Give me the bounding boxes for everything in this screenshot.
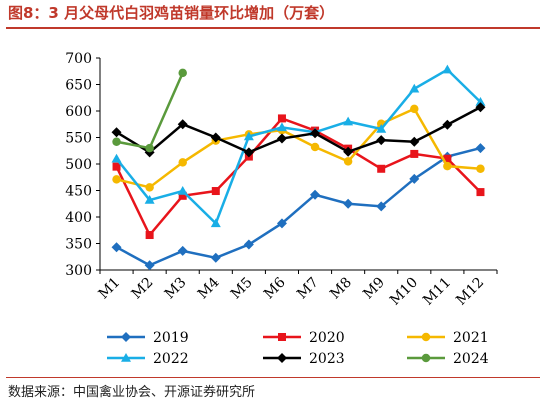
data-point-2019	[475, 143, 486, 154]
x-tick-label: M1	[96, 275, 124, 303]
data-point-2024	[145, 143, 154, 153]
data-point-2023	[376, 135, 387, 146]
legend-label-2023: 2023	[309, 351, 345, 367]
data-point-2019	[343, 198, 354, 209]
data-point-2019	[177, 245, 188, 256]
data-point-2021	[145, 183, 154, 192]
data-point-2020	[211, 187, 220, 196]
data-point-2020	[145, 231, 154, 240]
data-point-2019	[376, 201, 387, 212]
data-point-2021	[343, 157, 353, 166]
legend-label-2019: 2019	[153, 330, 189, 346]
data-point-2023	[310, 128, 321, 139]
legend-label-2021: 2021	[453, 330, 489, 346]
data-point-2019	[276, 218, 287, 229]
series-line-2021	[116, 107, 481, 189]
data-point-2022	[243, 131, 254, 141]
data-point-2024	[112, 137, 121, 146]
y-tick-label: 500	[65, 157, 92, 173]
legend-marker-2024	[421, 353, 431, 363]
data-point-2023	[343, 146, 354, 157]
y-tick-label: 450	[65, 184, 92, 200]
x-tick-label: M11	[420, 275, 454, 309]
data-point-2023	[442, 119, 453, 130]
data-point-2023	[210, 132, 221, 143]
x-tick-label: M5	[228, 275, 256, 303]
x-tick-label: M6	[261, 274, 289, 302]
data-point-2024	[178, 68, 187, 78]
series-line-2019	[115, 146, 481, 267]
legend-marker-2020	[278, 333, 286, 341]
y-tick-label: 700	[65, 51, 92, 67]
title-divider	[6, 27, 540, 29]
y-tick-label: 300	[65, 263, 92, 279]
data-point-2022	[442, 64, 453, 74]
data-point-2019	[409, 173, 420, 184]
y-tick-label: 350	[65, 237, 92, 253]
series-line-2020	[115, 116, 482, 238]
x-tick-label: M3	[162, 275, 190, 303]
series-line-2023	[115, 106, 482, 154]
data-point-2019	[310, 189, 321, 200]
data-point-2021	[178, 158, 187, 167]
data-point-2020	[112, 162, 121, 171]
data-point-2021	[476, 164, 485, 174]
x-tick-label: M7	[294, 275, 322, 303]
data-point-2022	[343, 116, 354, 126]
legend-marker-2019	[121, 332, 131, 342]
x-tick-label: M2	[129, 275, 157, 303]
data-source: 数据来源：中国禽业协会、开源证券研究所	[8, 385, 256, 400]
data-point-2019	[210, 252, 221, 263]
series-line-2022	[115, 68, 482, 226]
data-point-2022	[177, 186, 188, 195]
data-point-2022	[376, 124, 387, 133]
data-point-2023	[111, 127, 122, 138]
y-tick-label: 400	[65, 210, 92, 226]
y-tick-label: 650	[65, 78, 92, 94]
data-point-2019	[243, 239, 254, 250]
data-point-2020	[443, 154, 452, 163]
data-point-2022	[210, 218, 221, 228]
data-point-2021	[443, 161, 452, 171]
page-title: 图8：3 月父母代白羽鸡苗销量环比增加（万套）	[8, 4, 335, 22]
legend-marker-2023	[277, 353, 287, 363]
data-point-2022	[111, 153, 122, 163]
legend-marker-2021	[421, 332, 431, 342]
data-point-2023	[475, 102, 486, 113]
x-tick-label: M8	[327, 275, 355, 303]
x-tick-label: M12	[453, 275, 487, 309]
x-tick-label: M9	[360, 275, 388, 303]
data-point-2023	[177, 119, 188, 130]
data-point-2021	[410, 104, 419, 114]
data-point-2020	[178, 191, 187, 200]
x-tick-label: M4	[195, 274, 223, 302]
data-point-2023	[409, 136, 420, 147]
legend-marker-2022	[121, 353, 131, 362]
data-point-2020	[377, 164, 386, 173]
source-divider	[6, 377, 540, 378]
data-point-2021	[112, 175, 121, 184]
data-point-2021	[310, 142, 320, 152]
data-point-2022	[276, 122, 287, 132]
data-point-2019	[144, 260, 155, 271]
data-point-2022	[409, 83, 420, 93]
y-tick-label: 550	[65, 131, 92, 147]
y-tick-label: 600	[65, 104, 92, 120]
legend-label-2022: 2022	[153, 351, 189, 367]
data-point-2022	[144, 195, 155, 204]
data-point-2022	[475, 96, 486, 106]
data-point-2020	[277, 114, 286, 123]
x-tick-label: M10	[387, 275, 421, 309]
legend-label-2024: 2024	[453, 351, 489, 367]
data-point-2020	[476, 188, 485, 197]
data-point-2023	[243, 147, 254, 158]
legend-label-2020: 2020	[309, 330, 345, 346]
data-point-2023	[276, 133, 287, 144]
data-point-2020	[410, 149, 419, 158]
data-point-2019	[111, 242, 122, 253]
